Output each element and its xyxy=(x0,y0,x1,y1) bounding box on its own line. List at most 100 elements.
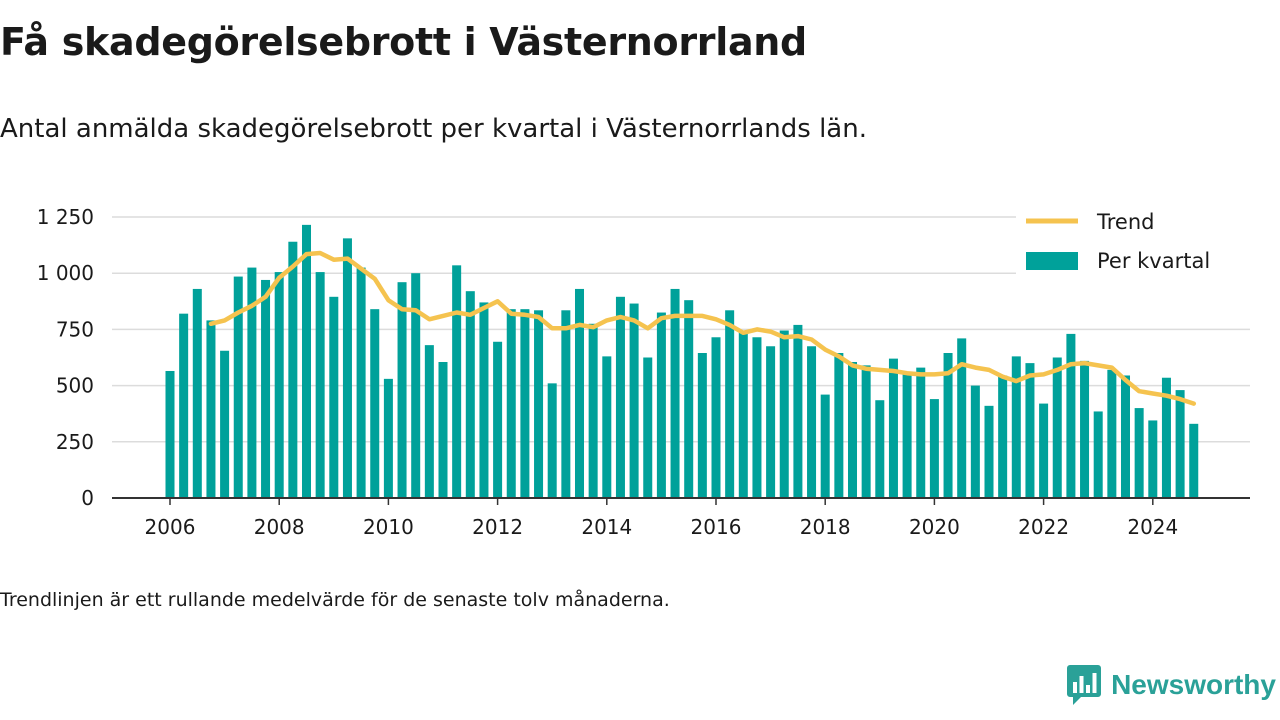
bar xyxy=(301,224,312,499)
x-tick-label: 2012 xyxy=(472,515,523,539)
bar xyxy=(957,338,967,498)
bar xyxy=(574,288,585,498)
bar xyxy=(779,330,789,498)
bar xyxy=(274,272,284,498)
bar xyxy=(725,310,735,498)
bar xyxy=(847,361,858,498)
bar xyxy=(329,296,339,498)
bar xyxy=(315,272,325,498)
bar xyxy=(206,320,216,498)
bar xyxy=(520,309,530,498)
bar xyxy=(397,282,407,498)
grid-layer: 0 250 500 750 1 000 1 250 xyxy=(37,205,1250,510)
x-tick-label: 2016 xyxy=(691,515,742,539)
bar xyxy=(943,353,953,498)
bar xyxy=(261,279,271,498)
bar xyxy=(670,288,680,498)
axis-layer: 2006 2008 2010 2012 2014 2016 2018 2020 2022 2024 xyxy=(112,497,1250,539)
x-tick-label: 2018 xyxy=(800,515,851,539)
bar xyxy=(247,267,257,498)
bar xyxy=(916,367,926,498)
x-tick-label: 2014 xyxy=(581,515,632,539)
bar xyxy=(1107,369,1117,498)
bar xyxy=(356,267,366,498)
bar xyxy=(1134,408,1144,498)
y-tick-label: 250 xyxy=(56,430,94,454)
bar xyxy=(588,323,598,498)
x-tick-label: 2022 xyxy=(1018,515,1069,539)
bar-layer xyxy=(165,224,1199,499)
bar xyxy=(1025,363,1035,498)
trend-layer xyxy=(208,250,1197,406)
page-title: Få skadegörelsebrott i Västernorrland xyxy=(0,20,807,64)
bar xyxy=(534,310,544,498)
y-tick-label: 750 xyxy=(56,317,94,341)
bar xyxy=(192,288,202,498)
bar xyxy=(1039,403,1049,498)
bar xyxy=(411,273,421,498)
newsworthy-logo-icon xyxy=(1067,665,1102,705)
bar xyxy=(834,353,844,498)
bar xyxy=(561,310,571,498)
bar xyxy=(342,238,352,498)
bar xyxy=(697,353,707,498)
bar xyxy=(643,357,653,498)
bar xyxy=(929,399,939,498)
x-tick-label: 2024 xyxy=(1127,515,1178,539)
legend-label-trend: Trend xyxy=(1096,210,1154,234)
bar xyxy=(766,346,776,498)
legend-label-per-kvartal: Per kvartal xyxy=(1097,249,1210,273)
bar xyxy=(1011,356,1021,498)
x-tick-label: 2020 xyxy=(909,515,960,539)
footnote: Trendlinjen är ett rullande medelvärde f… xyxy=(0,589,670,611)
bar xyxy=(1052,357,1062,498)
bar xyxy=(793,324,803,498)
bar xyxy=(465,291,475,498)
y-tick-label: 1 000 xyxy=(37,261,94,285)
bar xyxy=(615,296,625,498)
x-tick-label: 2006 xyxy=(145,515,196,539)
bar xyxy=(493,341,503,498)
bar xyxy=(1161,377,1171,498)
bar xyxy=(807,346,817,498)
bar xyxy=(861,365,871,498)
legend-bar-swatch xyxy=(1026,252,1078,270)
brand-logo: Newsworthy xyxy=(1067,664,1276,706)
bar xyxy=(220,350,230,498)
y-tick-label: 1 250 xyxy=(37,205,94,229)
x-tick-label: 2008 xyxy=(254,515,305,539)
bar xyxy=(984,405,994,498)
bar xyxy=(424,345,434,498)
bar xyxy=(656,312,666,498)
bar xyxy=(738,331,748,498)
bar xyxy=(970,385,980,498)
bar xyxy=(479,302,489,498)
bar xyxy=(902,374,912,498)
bar xyxy=(1120,375,1131,498)
bar xyxy=(1175,390,1185,498)
legend: Trend Per kvartal xyxy=(1016,208,1250,282)
bar xyxy=(383,378,393,498)
bar xyxy=(711,337,721,498)
bar xyxy=(875,400,885,498)
chart-subtitle: Antal anmälda skadegörelsebrott per kvar… xyxy=(0,114,867,144)
bar xyxy=(452,265,462,498)
bar xyxy=(506,309,516,498)
x-tick-label: 2010 xyxy=(363,515,414,539)
bar xyxy=(1148,420,1158,498)
bar xyxy=(288,241,298,498)
bar xyxy=(179,313,189,498)
bar xyxy=(1066,333,1076,498)
bar xyxy=(1189,423,1199,498)
brand-name: Newsworthy xyxy=(1111,669,1276,700)
bar xyxy=(752,337,762,498)
y-tick-label: 0 xyxy=(81,486,94,510)
bar xyxy=(888,358,898,498)
bar xyxy=(998,375,1008,498)
bar xyxy=(165,370,175,498)
trend-line xyxy=(208,250,1197,406)
bar xyxy=(547,383,557,498)
bar xyxy=(602,356,612,498)
chart: 0 250 500 750 1 000 1 250 2006 2008 2010 2012 201… xyxy=(37,205,1250,539)
bar xyxy=(370,309,380,498)
